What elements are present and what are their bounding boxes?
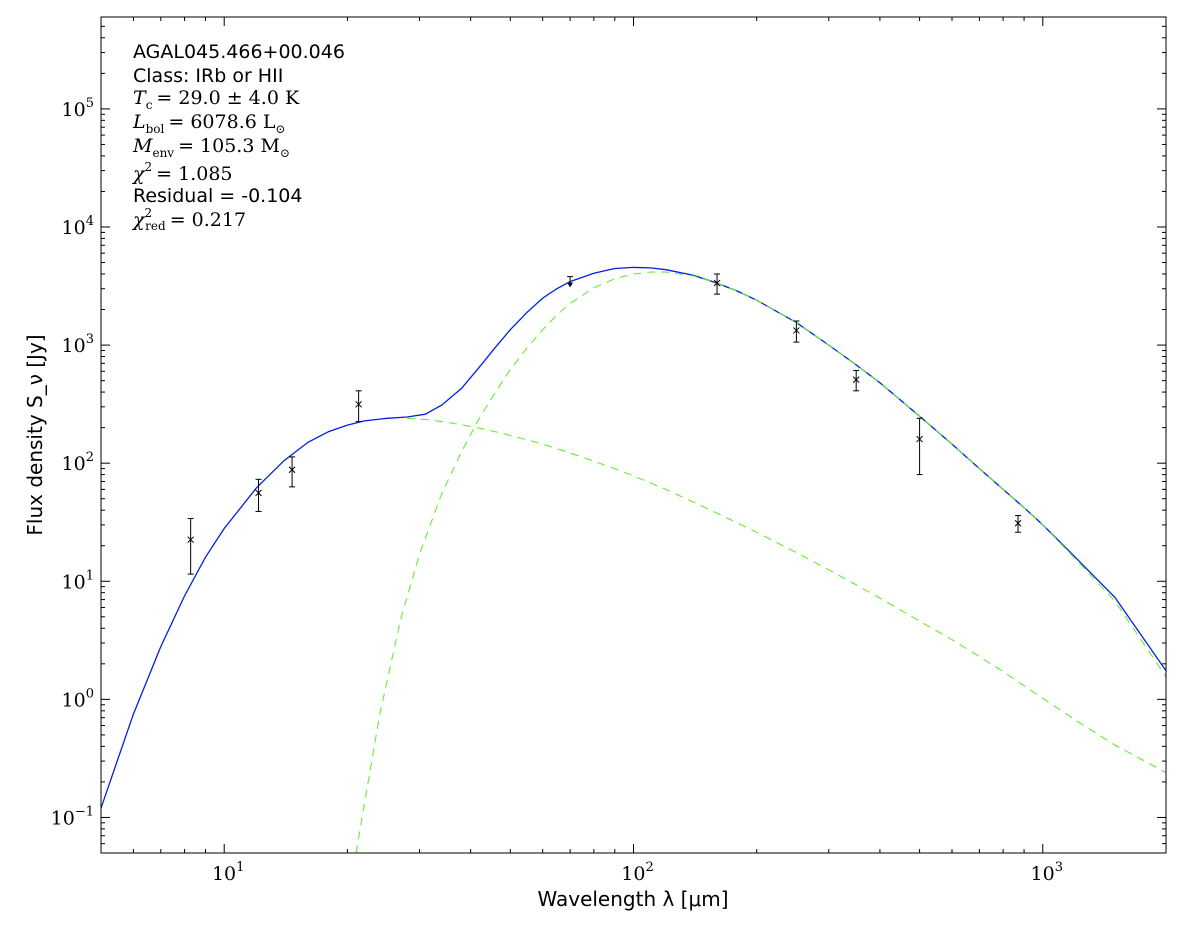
lbol-symbol: L (132, 111, 146, 133)
class-line: Class: IRb or HII (133, 65, 283, 87)
y-tick-label: 100 (62, 686, 94, 711)
data-point-5 (793, 320, 800, 343)
x-tick-label: 101 (212, 860, 244, 885)
marker-stroke-b (187, 536, 195, 544)
x-axis-title: Wavelength λ [μm] (537, 887, 728, 911)
model-curves (101, 266, 1166, 853)
y-tick-label-exp: 1 (86, 568, 94, 583)
data-point-4 (713, 273, 721, 295)
data-point-2 (288, 456, 296, 488)
chi2-sup: 2 (145, 160, 153, 174)
y-tick-label-base: 10 (62, 689, 86, 711)
component-curve-3 (355, 271, 1166, 853)
fit-annotation: AGAL045.466+00.046 Class: IRb or HII Tc =… (131, 41, 345, 233)
y-tick-label-base: 10 (51, 807, 75, 829)
y-tick-label-base: 10 (62, 217, 86, 239)
lbol-sub: bol (146, 122, 165, 136)
lbol-unit-sub: ⊙ (275, 122, 285, 136)
marker-stroke-b (916, 435, 923, 443)
y-tick-label-exp: −1 (75, 804, 94, 819)
tc-sub: c (146, 98, 153, 112)
lbol-value: = 6078.6 L (168, 111, 275, 133)
y-tick-label-base: 10 (62, 571, 86, 593)
chi2-red-symbol: χ (131, 209, 146, 231)
data-points (187, 273, 1022, 575)
y-tick-label-exp: 4 (86, 214, 94, 229)
data-point-1 (255, 478, 262, 512)
plot-background (101, 17, 1166, 853)
marker-stroke-b (255, 489, 262, 497)
lbol-line: Lbol = 6078.6 L⊙ (132, 111, 286, 136)
x-tick-label: 102 (621, 860, 653, 885)
menv-line: Menv = 105.3 M⊙ (132, 135, 290, 160)
marker-stroke-b (852, 376, 860, 383)
data-point-3 (355, 390, 362, 423)
tc-line: Tc = 29.0 ± 4.0 K (133, 87, 300, 112)
y-tick-label-exp: 2 (86, 450, 94, 465)
x-tick-label: 103 (1031, 860, 1063, 885)
component-curve-4 (407, 417, 1166, 774)
marker-stroke-b (288, 466, 296, 474)
data-point-8 (1014, 515, 1022, 533)
marker-stroke-b (1014, 519, 1022, 527)
y-tick-label-exp: 5 (86, 96, 94, 111)
tc-symbol: T (133, 87, 147, 109)
y-tick-label: 105 (62, 96, 94, 121)
y-tick-label-base: 10 (62, 335, 86, 357)
menv-sub: env (152, 146, 174, 160)
menv-symbol: M (132, 135, 153, 157)
chi2-symbol: χ (131, 163, 146, 185)
y-tick-label-exp: 0 (86, 686, 94, 701)
marker-stroke-b (355, 400, 362, 408)
y-tick-label-base: 10 (62, 453, 86, 475)
y-tick-label: 102 (62, 450, 94, 475)
menv-unit-sub: ⊙ (280, 146, 290, 160)
x-tick-label-exp: 3 (1055, 860, 1063, 875)
x-tick-label-exp: 1 (236, 860, 244, 875)
marker-stroke-b (713, 279, 721, 287)
x-tick-label-exp: 2 (645, 860, 653, 875)
y-tick-label-base: 10 (62, 99, 86, 121)
upper-limit-0 (567, 276, 574, 288)
menv-value: = 105.3 M (178, 135, 280, 157)
chi2-red-sup: 2 (145, 206, 153, 220)
x-tick-label-base: 10 (212, 863, 236, 885)
chi2-red-value: = 0.217 (170, 209, 246, 231)
y-tick-label: 103 (62, 332, 94, 357)
axis-ticks (100, 16, 1167, 854)
data-point-0 (187, 518, 195, 575)
source-name: AGAL045.466+00.046 (133, 41, 345, 63)
residual-line: Residual = -0.104 (133, 185, 303, 207)
marker-stroke-b (793, 327, 800, 334)
data-point-7 (916, 417, 923, 476)
chi2-line: χ2 = 1.085 (131, 160, 233, 185)
y-tick-label-exp: 3 (86, 332, 94, 347)
y-tick-label: 101 (62, 568, 94, 593)
x-tick-label-base: 10 (1031, 863, 1055, 885)
upper-limit-arrow (567, 282, 573, 288)
chi2-value: = 1.085 (156, 163, 232, 185)
chi2-red-line: χ2 red = 0.217 (131, 206, 246, 233)
y-tick-label: 104 (62, 214, 94, 239)
y-tick-label: 10−1 (51, 804, 94, 829)
y-axis-title: Flux density S_ν [Jy] (23, 334, 47, 535)
data-point-6 (852, 369, 860, 392)
chi2-red-sub: red (145, 219, 166, 233)
tc-value: = 29.0 ± 4.0 K (156, 87, 300, 109)
x-tick-label-base: 10 (621, 863, 645, 885)
